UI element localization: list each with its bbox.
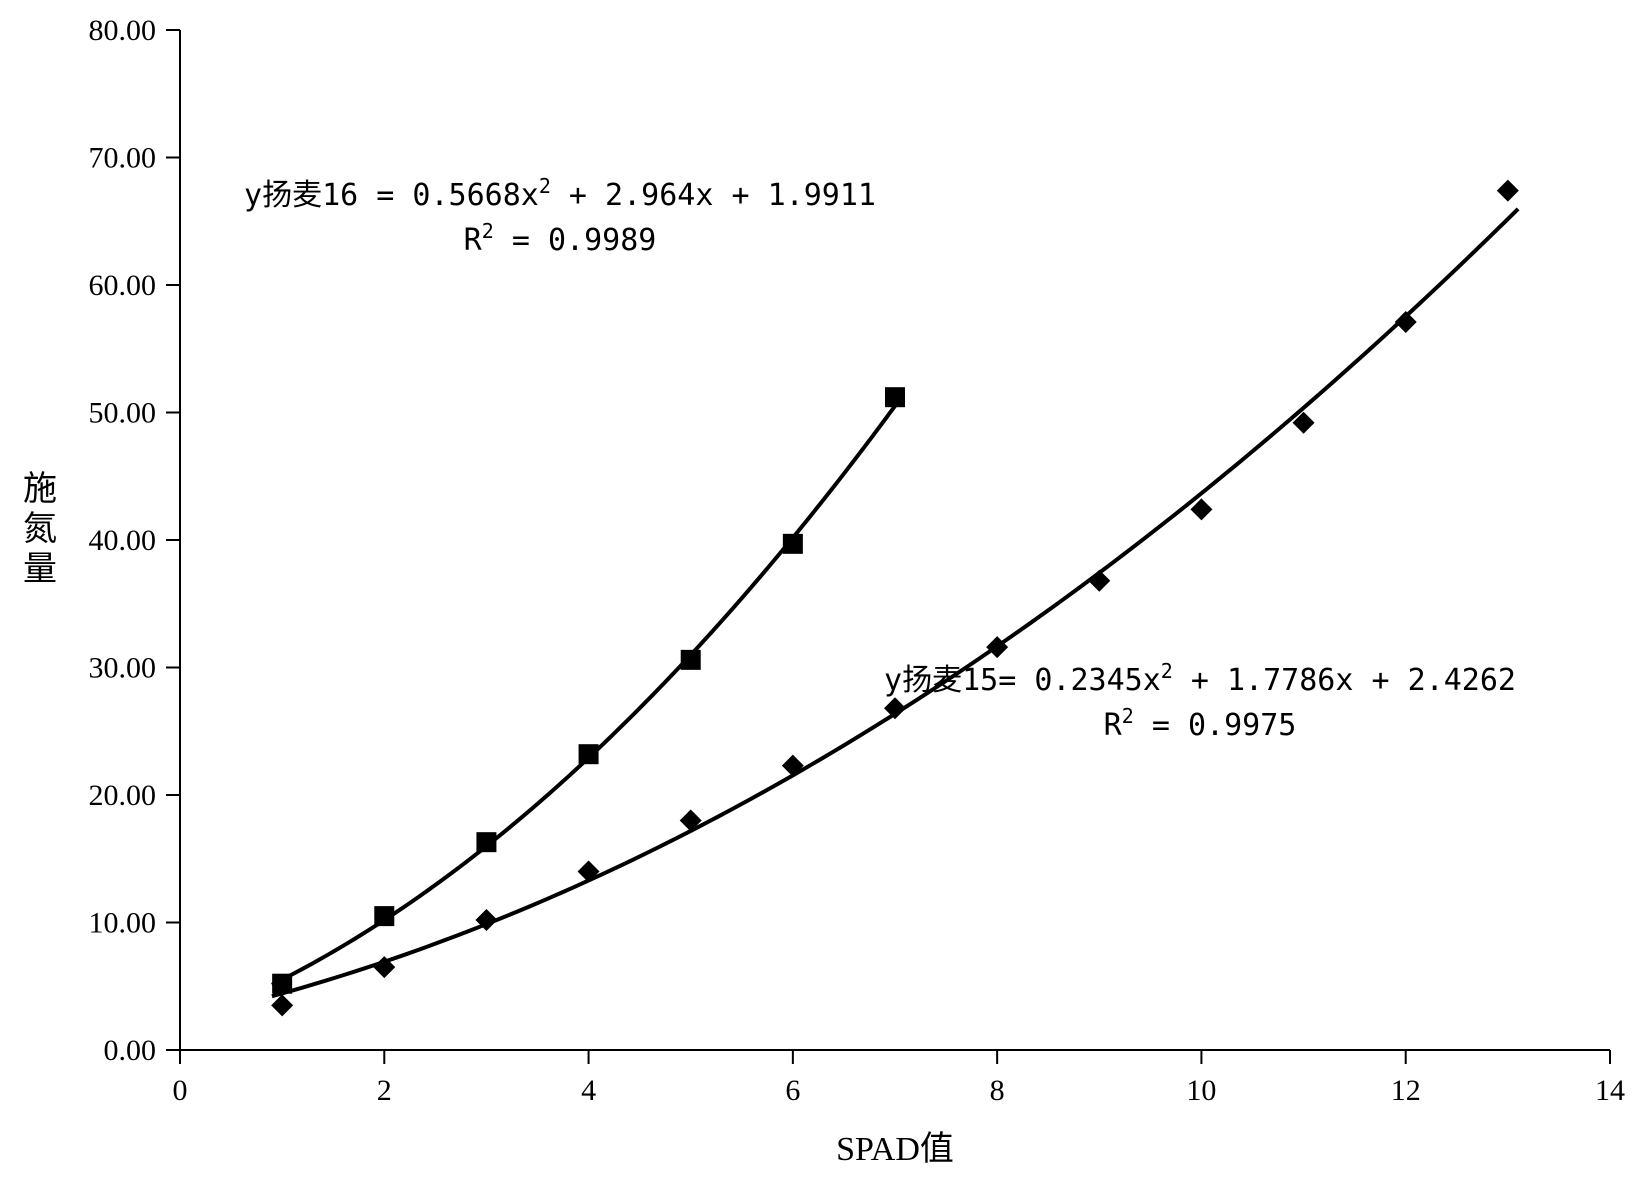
eq15-line1: y扬麦15= 0.2345x2 + 1.7786x + 2.4262 (884, 659, 1516, 698)
marker-square (579, 744, 599, 764)
eq16-line2: R2 = 0.9989 (464, 219, 657, 258)
marker-square (476, 832, 496, 852)
y-tick-label: 30.00 (89, 652, 157, 685)
chart-container: 0 2 4 6 8 10 12 14 0.00 10.00 20.00 30.00 40.00 50.00… (0, 0, 1648, 1197)
marker-square (885, 387, 905, 407)
x-tick-label: 0 (173, 1074, 188, 1107)
y-axis-title-char: 氮 (23, 510, 57, 548)
y-tick-label: 10.00 (89, 907, 157, 940)
marker-square (272, 974, 292, 994)
x-tick-label: 4 (581, 1074, 596, 1107)
y-tick-label: 80.00 (89, 14, 157, 47)
fit-curve-扬麦15 (272, 209, 1518, 996)
y-tick-label: 50.00 (89, 397, 157, 430)
marker-diamond (1088, 570, 1110, 592)
marker-square (681, 650, 701, 670)
eq15-line2: R2 = 0.9975 (1104, 704, 1297, 743)
marker-diamond (271, 994, 293, 1016)
fit-curve-扬麦16 (272, 399, 900, 985)
marker-square (783, 534, 803, 554)
y-tick-label: 60.00 (89, 269, 157, 302)
x-tick-label: 14 (1595, 1074, 1625, 1107)
marker-diamond (1497, 180, 1519, 202)
y-axis-title-char: 量 (23, 551, 57, 588)
x-tick-label: 12 (1391, 1074, 1421, 1107)
marker-diamond (782, 755, 804, 777)
y-axis-title-char: 施 (23, 470, 57, 508)
eq16-line1: y扬麦16 = 0.5668x2 + 2.964x + 1.9911 (244, 174, 876, 213)
y-tick-label: 40.00 (89, 524, 157, 557)
x-tick-label: 8 (990, 1074, 1005, 1107)
marker-diamond (884, 697, 906, 719)
y-tick-label: 0.00 (104, 1034, 157, 1067)
marker-diamond (578, 861, 600, 883)
x-axis-title: SPAD值 (836, 1130, 954, 1168)
x-tick-label: 2 (377, 1074, 392, 1107)
x-tick-label: 6 (785, 1074, 800, 1107)
marker-diamond (1395, 311, 1417, 333)
marker-square (374, 906, 394, 926)
y-tick-label: 70.00 (89, 142, 157, 175)
chart-svg: 0 2 4 6 8 10 12 14 0.00 10.00 20.00 30.00 40.00 50.00… (0, 0, 1648, 1197)
y-tick-label: 20.00 (89, 779, 157, 812)
x-tick-label: 10 (1186, 1074, 1216, 1107)
